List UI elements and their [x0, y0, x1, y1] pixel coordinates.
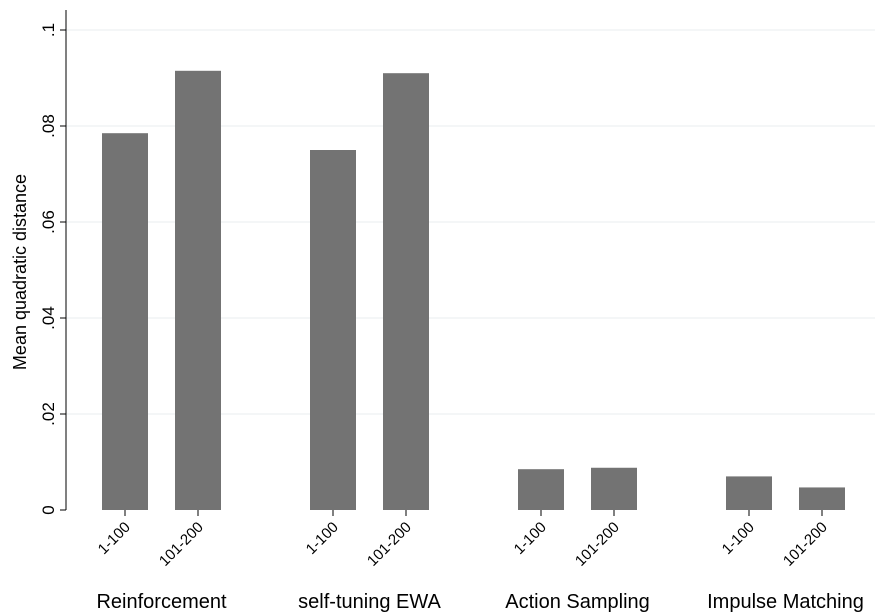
bar: [102, 133, 148, 510]
x-tick-label: 101-200: [156, 519, 207, 570]
x-tick-label: 101-200: [572, 519, 623, 570]
bar: [726, 476, 772, 510]
y-tick-label: .06: [39, 210, 58, 234]
bar: [310, 150, 356, 510]
group-label: self-tuning EWA: [298, 591, 441, 613]
y-axis-label: Mean quadratic distance: [10, 174, 30, 370]
y-ticks: 0 .02 .04 .06 .08 .1: [39, 23, 66, 515]
x-tick-label: 1-100: [303, 519, 342, 558]
y-tick-label: .08: [39, 114, 58, 138]
x-tick-label: 101-200: [364, 519, 415, 570]
y-tick-label: 0: [39, 505, 58, 514]
x-tick-label: 1-100: [511, 519, 550, 558]
x-tick-label: 1-100: [95, 519, 134, 558]
bar: [518, 469, 564, 510]
x-tick-label: 1-100: [719, 519, 758, 558]
group-labels: Reinforcement self-tuning EWA Action Sampl…: [96, 591, 863, 613]
y-tick-label: .02: [39, 402, 58, 426]
group-label: Action Sampling: [505, 591, 650, 613]
x-category-labels: 1-100 101-200 1-100 101-200 1-100 101-200 1-10…: [95, 510, 831, 570]
bar: [175, 70, 221, 511]
group-label: Impulse Matching: [707, 591, 864, 613]
bars: [102, 70, 845, 511]
y-tick-label: .04: [39, 306, 58, 330]
y-tick-label: .1: [39, 23, 58, 37]
x-tick-label: 101-200: [780, 519, 831, 570]
bar: [591, 467, 637, 510]
group-label: Reinforcement: [96, 591, 227, 613]
bar: [383, 73, 429, 510]
bar: [799, 487, 845, 510]
